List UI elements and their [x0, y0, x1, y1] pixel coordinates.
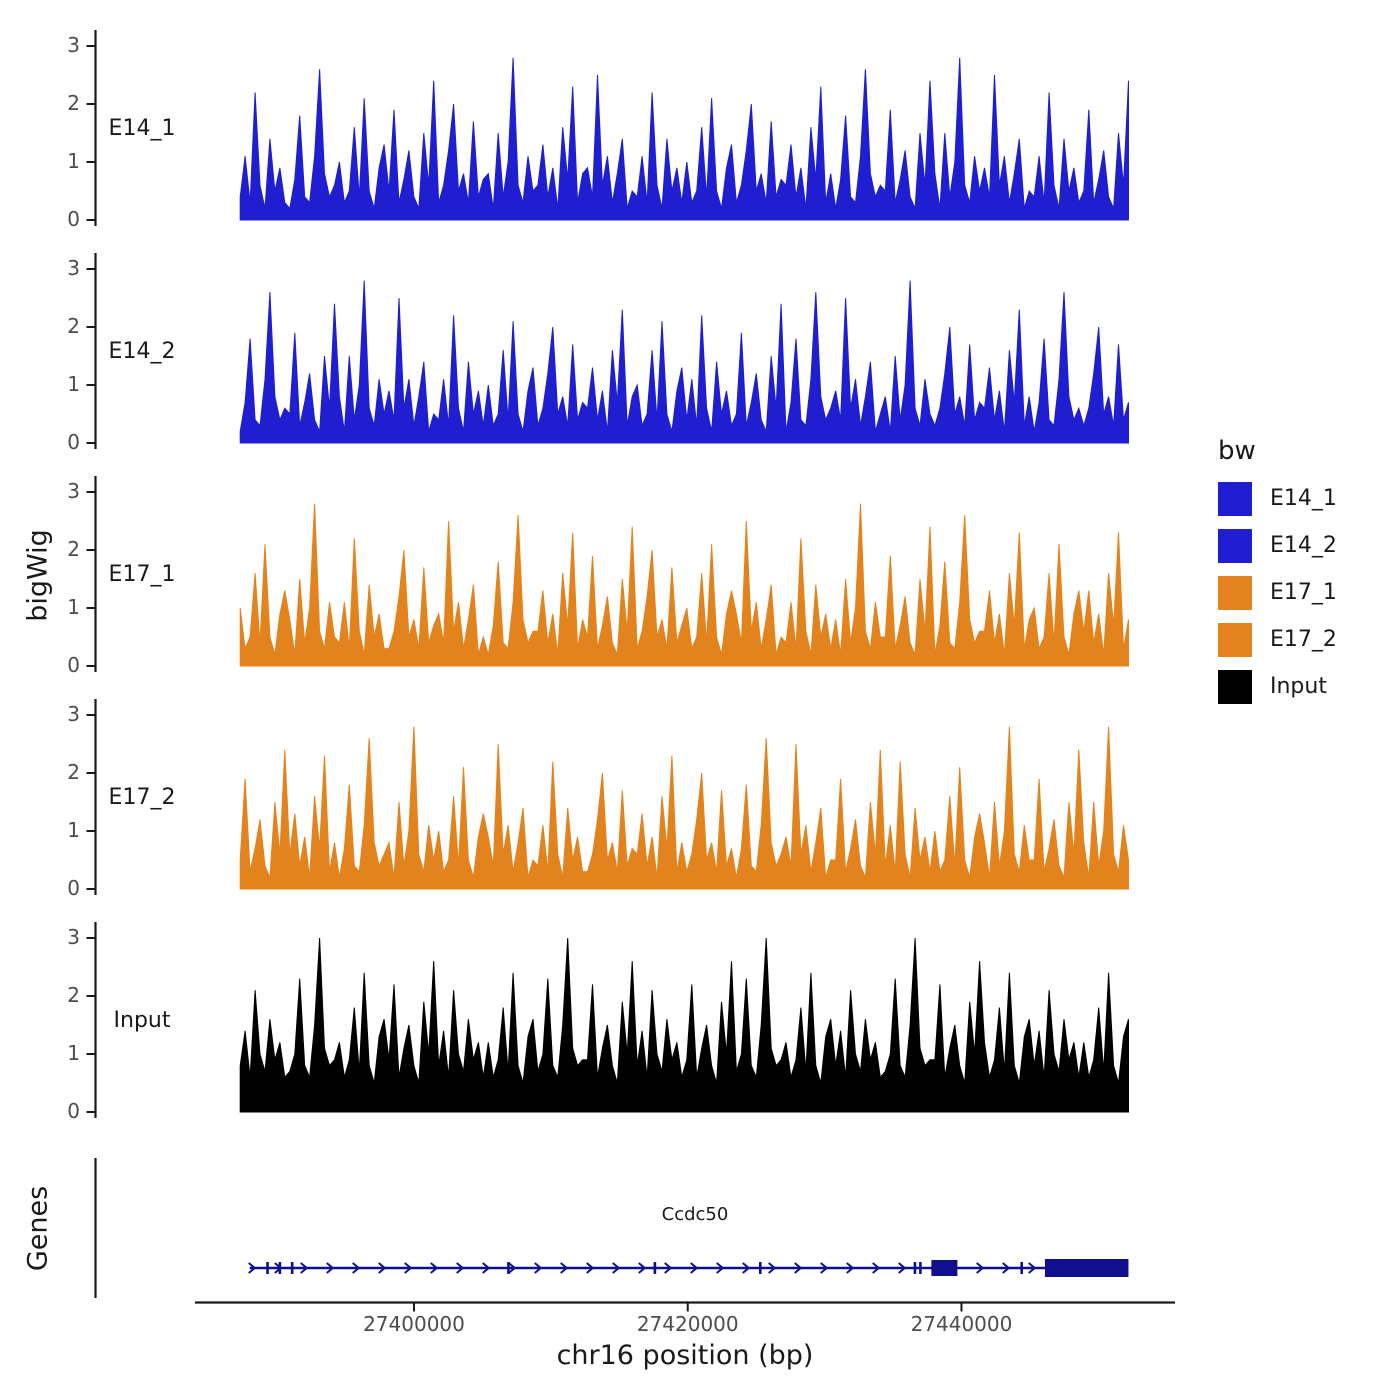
gene-strand-arrow [742, 1262, 751, 1274]
y-tick-label-E17_1-0: 0 [67, 653, 80, 677]
legend-title: bw [1218, 436, 1256, 466]
legend-swatch-E14_2 [1218, 529, 1252, 563]
y-tick-label-Input-3: 3 [67, 925, 80, 949]
gene-exon-tick-6 [913, 1262, 917, 1274]
gene-exon-box-1 [1044, 1259, 1129, 1277]
gene-strand-arrow [586, 1262, 595, 1274]
gene-strand-arrow [690, 1262, 699, 1274]
gene-strand-arrow [1002, 1262, 1011, 1274]
gene-strand-arrow [326, 1262, 335, 1274]
gene-strand-arrow [404, 1262, 413, 1274]
gene-strand-arrow [846, 1262, 855, 1274]
track-area-E17_1 [239, 503, 1129, 667]
gene-exon-tick-2 [290, 1262, 294, 1274]
gene-exon-box-0 [931, 1260, 958, 1276]
legend-swatch-E14_1 [1218, 482, 1252, 516]
gene-strand-arrow [1028, 1262, 1037, 1274]
y-tick-label-E14_2-2: 2 [67, 314, 80, 338]
track-label-E17_2: E17_2 [108, 785, 176, 810]
track-area-E17_2 [239, 726, 1129, 890]
y-tick-label-E14_1-0: 0 [67, 207, 80, 231]
gene-exon-tick-7 [919, 1262, 922, 1274]
y-tick-label-E17_2-0: 0 [67, 876, 80, 900]
legend-swatch-E17_1 [1218, 576, 1252, 610]
y-tick-label-E17_1-1: 1 [67, 595, 80, 619]
y-tick-label-Input-0: 0 [67, 1099, 80, 1123]
gene-strand-arrow [508, 1262, 517, 1274]
gene-strand-arrow [768, 1262, 777, 1274]
gene-exon-tick-3 [507, 1262, 510, 1274]
gene-name-label: Ccdc50 [661, 1204, 729, 1225]
y-tick-label-E14_1-2: 2 [67, 91, 80, 115]
y-tick-label-E17_1-2: 2 [67, 537, 80, 561]
y-tick-label-E17_2-2: 2 [67, 760, 80, 784]
gene-strand-arrow [794, 1262, 803, 1274]
y-tick-label-E17_2-1: 1 [67, 818, 80, 842]
legend-label-E17_2: E17_2 [1270, 627, 1337, 652]
gene-strand-arrow [534, 1262, 543, 1274]
gene-strand-arrow [456, 1262, 465, 1274]
y-tick-label-E14_2-1: 1 [67, 372, 80, 396]
track-label-E14_1: E14_1 [108, 116, 176, 141]
gene-exon-tick-0 [266, 1262, 269, 1274]
track-label-E14_2: E14_2 [108, 339, 176, 364]
y-tick-label-E14_1-3: 3 [67, 33, 80, 57]
legend-swatch-E17_2 [1218, 623, 1252, 657]
gene-strand-arrow [872, 1262, 881, 1274]
gene-strand-arrow [352, 1262, 361, 1274]
gene-strand-arrow [716, 1262, 725, 1274]
legend-swatch-Input [1218, 670, 1252, 704]
gene-strand-arrow [638, 1262, 647, 1274]
x-axis-title: chr16 position (bp) [556, 1340, 814, 1371]
gene-exon-tick-8 [1020, 1262, 1024, 1274]
y-tick-label-Input-2: 2 [67, 983, 80, 1007]
gene-strand-arrow [560, 1262, 569, 1274]
y-tick-label-E17_1-3: 3 [67, 479, 80, 503]
x-tick-label-27420000: 27420000 [636, 1312, 739, 1336]
x-tick-label-27400000: 27400000 [363, 1312, 465, 1336]
y-tick-label-E14_1-1: 1 [67, 149, 80, 173]
legend-label-Input: Input [1270, 674, 1327, 699]
track-label-E17_1: E17_1 [108, 562, 176, 587]
track-area-E14_1 [239, 57, 1129, 221]
gene-strand-arrow [482, 1262, 491, 1274]
gene-strand-arrow [248, 1262, 257, 1274]
y-tick-label-E14_2-0: 0 [67, 430, 80, 454]
gene-strand-arrow [820, 1262, 829, 1274]
legend-label-E17_1: E17_1 [1270, 580, 1337, 605]
gene-strand-arrow [976, 1262, 985, 1274]
y-tick-label-Input-1: 1 [67, 1041, 80, 1065]
gene-strand-arrow [664, 1262, 673, 1274]
gene-strand-arrow [612, 1262, 621, 1274]
y-tick-label-E17_2-3: 3 [67, 702, 80, 726]
legend-label-E14_1: E14_1 [1270, 486, 1337, 511]
y-axis-title: bigWig [22, 529, 54, 622]
genes-axis-title: Genes [22, 1185, 54, 1272]
x-tick-label-27440000: 27440000 [910, 1312, 1013, 1336]
gene-strand-arrow [430, 1262, 439, 1274]
track-area-Input [239, 937, 1129, 1113]
gene-strand-arrow [274, 1262, 283, 1274]
gene-strand-arrow [300, 1262, 309, 1274]
track-label-Input: Input [113, 1008, 171, 1033]
legend-label-E14_2: E14_2 [1270, 533, 1337, 558]
gene-strand-arrow [378, 1262, 387, 1274]
track-area-E14_2 [239, 280, 1129, 444]
y-tick-label-E14_2-3: 3 [67, 256, 80, 280]
gene-strand-arrow [898, 1262, 907, 1274]
gene-exon-tick-5 [758, 1262, 762, 1274]
gene-exon-tick-4 [653, 1262, 657, 1274]
